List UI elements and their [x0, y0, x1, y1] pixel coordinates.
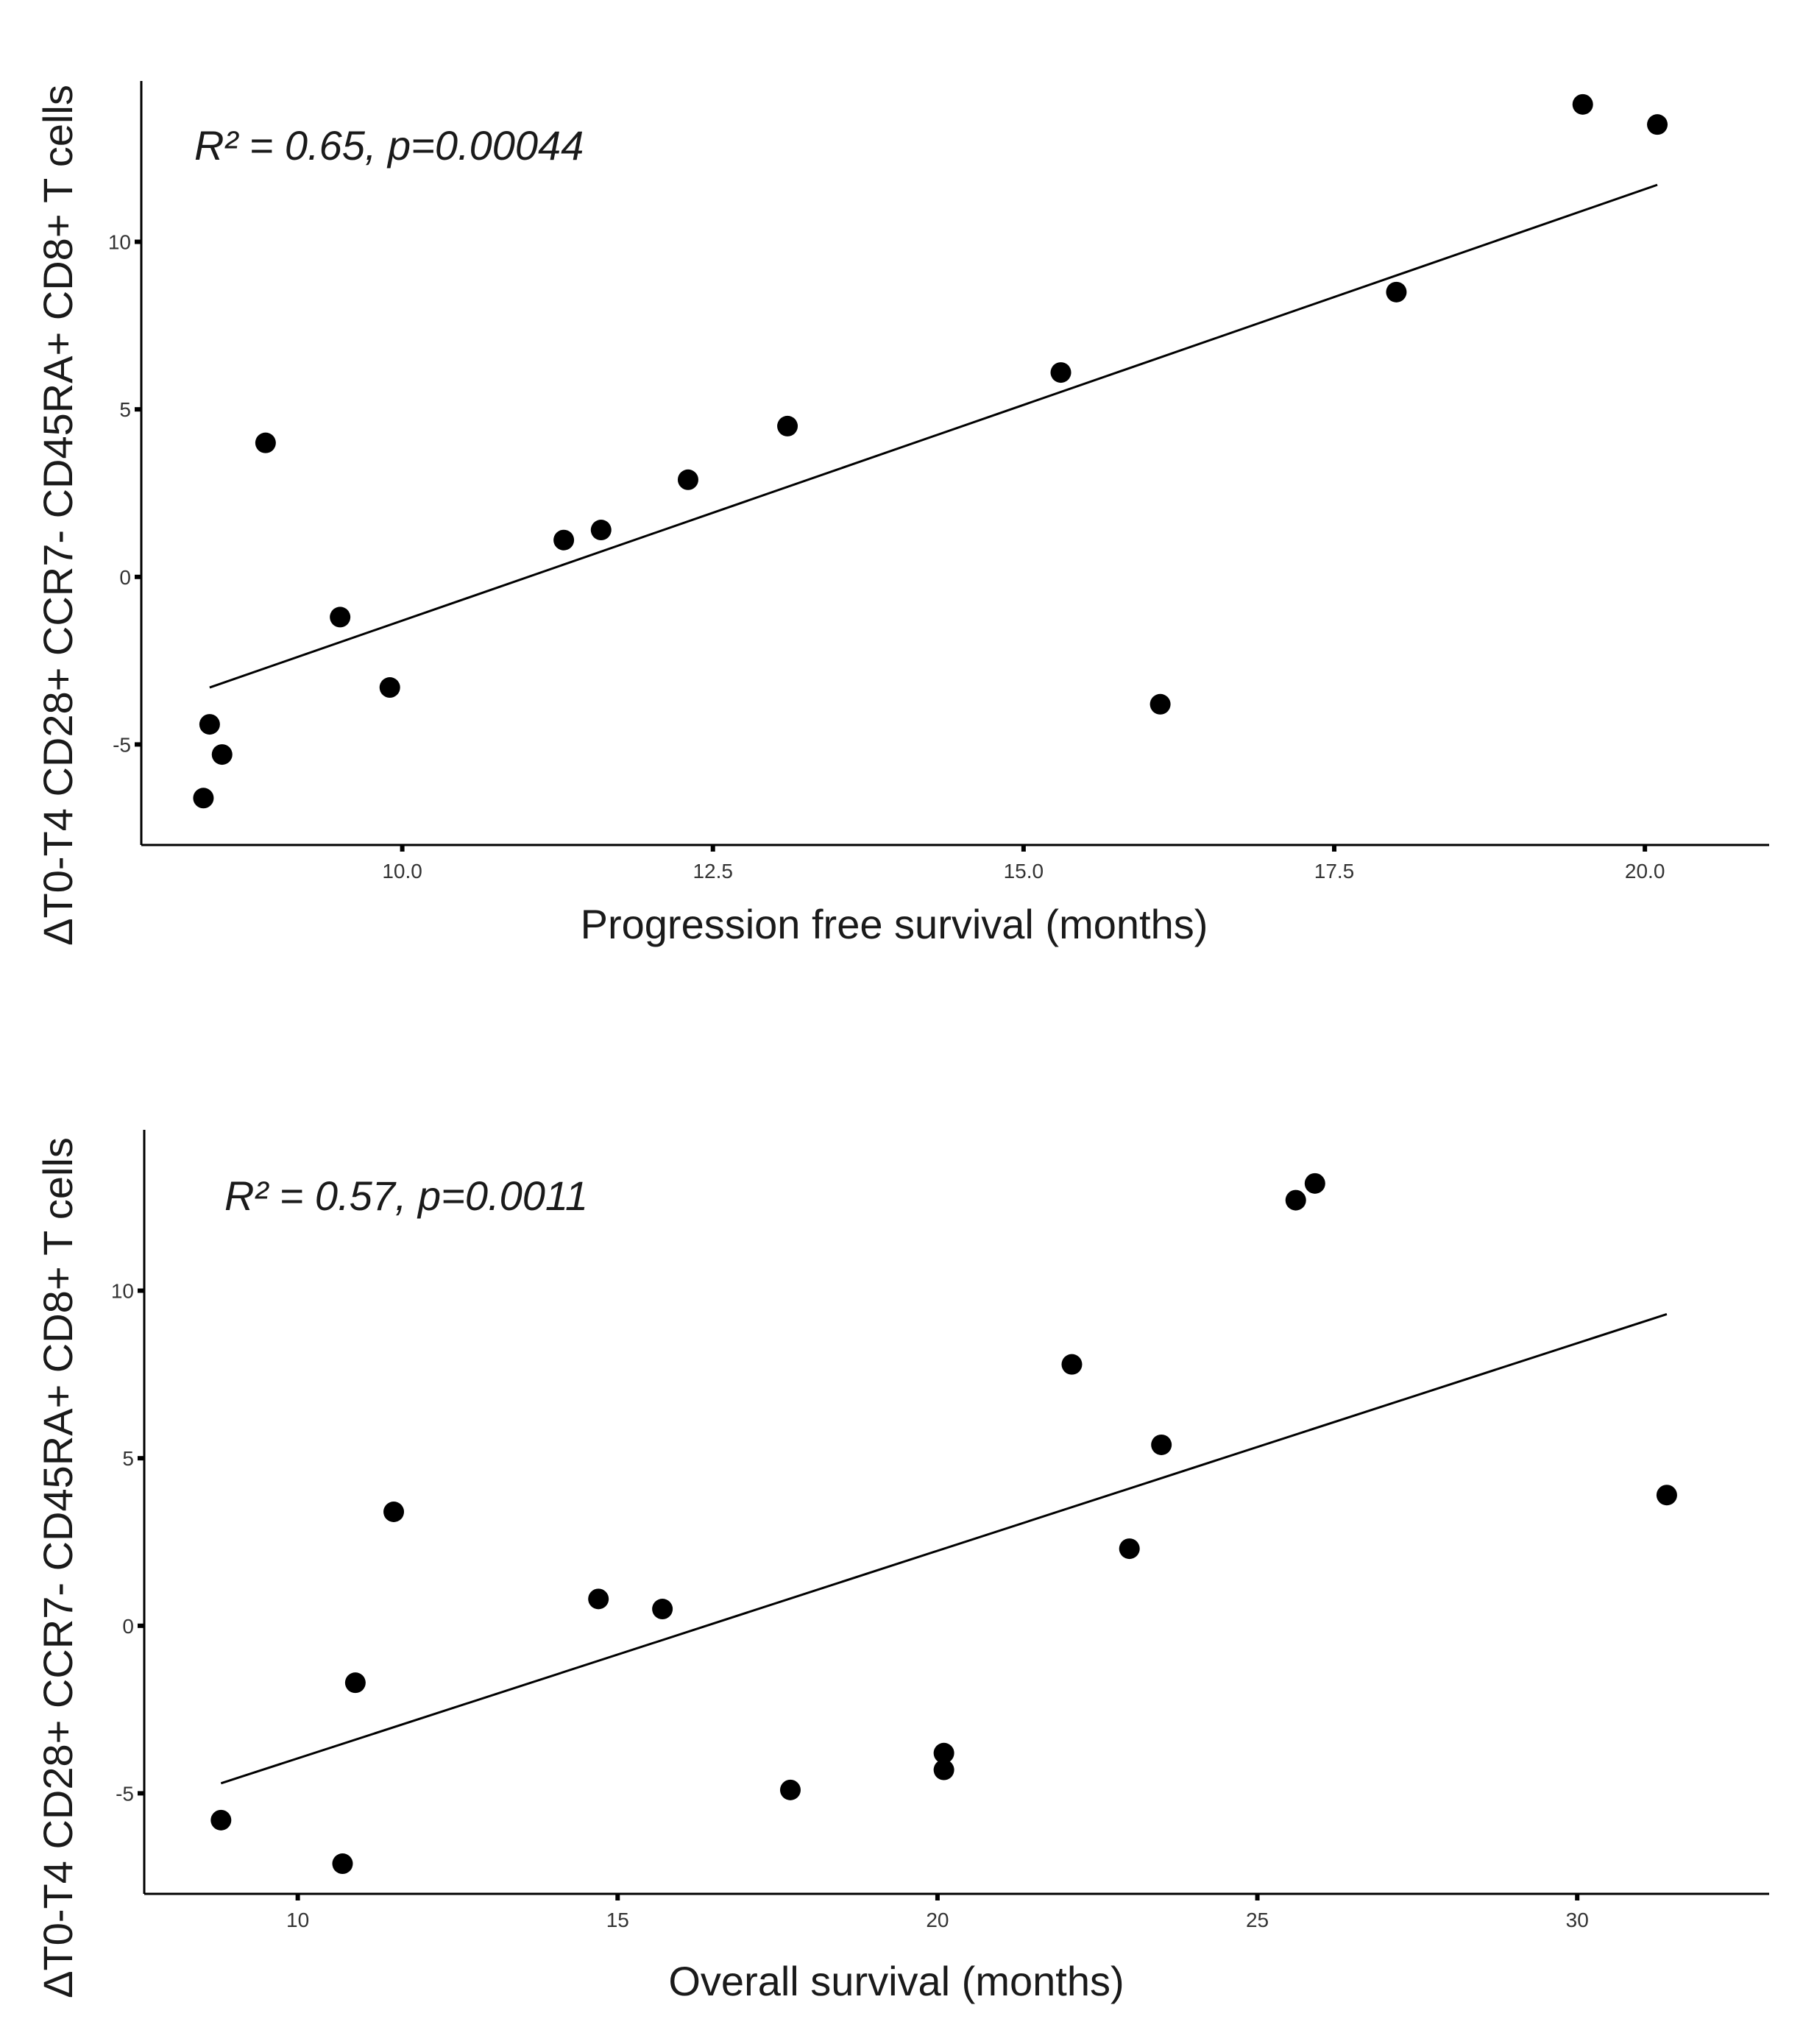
regression-line — [220, 1312, 1668, 1785]
data-point — [330, 607, 351, 628]
x-tick-label: 20.0 — [1625, 860, 1665, 883]
x-tick-label: 15.0 — [1004, 860, 1044, 883]
data-point — [1572, 93, 1593, 115]
x-tick-label: 10 — [286, 1909, 309, 1931]
x-axis-title: Progression free survival (months) — [581, 901, 1208, 947]
y-tick-label: 10 — [111, 1280, 134, 1303]
x-tick-label: 30 — [1566, 1909, 1589, 1931]
y-tick-label: 5 — [119, 398, 131, 421]
y-tick-label: 0 — [119, 566, 131, 589]
data-point — [1647, 114, 1668, 135]
regression-line — [209, 183, 1658, 689]
x-ticks: 10.0 12.5 15.0 17.5 20.0 — [382, 845, 1665, 883]
y-tick-label: -5 — [116, 1782, 134, 1805]
y-tick-label: 10 — [108, 231, 131, 254]
data-point — [255, 432, 276, 453]
chart-panel-pfs: -5 0 5 10 10.0 12.5 15.0 17.5 20.0 R² = 0.65, p… — [35, 81, 1769, 947]
data-point — [1285, 1189, 1306, 1211]
data-point — [588, 1588, 609, 1610]
data-point — [777, 415, 798, 436]
data-point — [677, 469, 698, 490]
data-point — [590, 520, 612, 541]
y-axis-title: ΔT0-T4 CD28+ CCR7- CD45RA+ CD8+ T cells — [35, 85, 81, 946]
r-squared-annotation: R² = 0.65, p=0.00044 — [194, 122, 584, 169]
data-point — [383, 1502, 405, 1522]
data-point — [933, 1742, 954, 1764]
y-ticks: -5 0 5 10 — [108, 231, 141, 756]
data-point — [1656, 1485, 1677, 1506]
x-tick-label: 10.0 — [382, 860, 422, 883]
data-points — [193, 93, 1668, 809]
data-point — [1304, 1173, 1325, 1194]
y-ticks: -5 0 5 10 — [111, 1280, 144, 1805]
chart-panel-os: -5 0 5 10 10 15 20 25 30 R² = 0.57, p=0.0011 Ov… — [35, 1130, 1769, 2004]
y-tick-label: 0 — [122, 1615, 134, 1638]
data-point — [1061, 1354, 1083, 1375]
data-point — [553, 529, 575, 551]
x-axis-title: Overall survival (months) — [668, 1958, 1124, 2004]
x-tick-label: 12.5 — [692, 860, 733, 883]
data-point — [211, 744, 233, 765]
data-point — [332, 1853, 353, 1875]
data-point — [1151, 1434, 1172, 1455]
y-tick-label: 5 — [122, 1447, 134, 1470]
data-point — [193, 788, 214, 809]
r-squared-annotation: R² = 0.57, p=0.0011 — [224, 1173, 588, 1219]
x-ticks: 10 15 20 25 30 — [286, 1894, 1589, 1931]
data-point — [933, 1759, 954, 1780]
data-point — [779, 1779, 801, 1800]
data-point — [199, 714, 220, 735]
x-tick-label: 17.5 — [1314, 860, 1355, 883]
data-point — [210, 1809, 232, 1831]
data-point — [1119, 1538, 1140, 1560]
y-axis-title: ΔT0-T4 CD28+ CCR7- CD45RA+ CD8+ T cells — [35, 1137, 81, 1998]
x-tick-label: 20 — [926, 1909, 949, 1931]
data-point — [652, 1599, 673, 1620]
x-tick-label: 25 — [1246, 1909, 1269, 1931]
y-tick-label: -5 — [113, 733, 131, 756]
x-tick-label: 15 — [606, 1909, 629, 1931]
data-points — [210, 1173, 1677, 1875]
data-point — [1386, 281, 1407, 303]
data-point — [1150, 693, 1171, 715]
data-point — [379, 677, 400, 699]
data-point — [344, 1672, 366, 1694]
data-point — [1050, 362, 1071, 383]
